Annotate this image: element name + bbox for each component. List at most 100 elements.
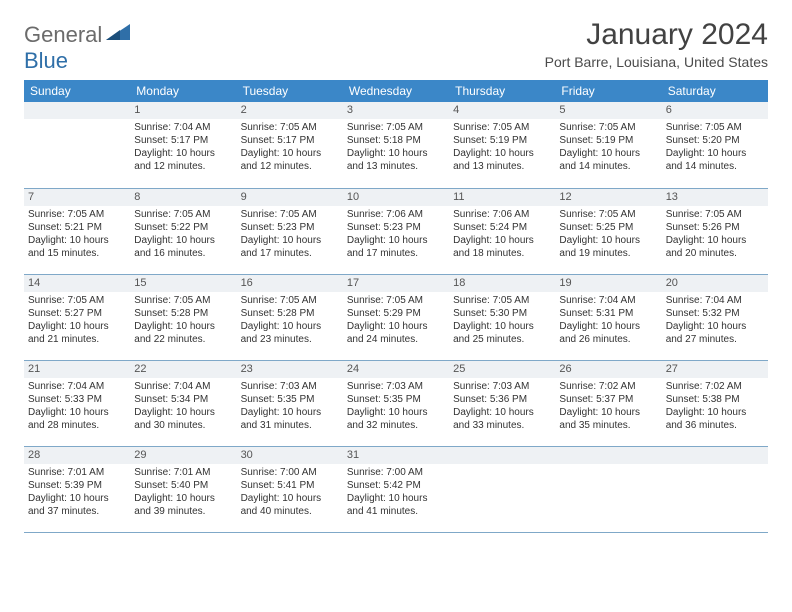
sunrise-line: Sunrise: 7:05 AM: [666, 208, 764, 221]
day-info: Sunrise: 7:04 AMSunset: 5:32 PMDaylight:…: [662, 292, 768, 346]
daylight-line: Daylight: 10 hours and 12 minutes.: [134, 147, 232, 173]
sunrise-line: Sunrise: 7:05 AM: [134, 294, 232, 307]
sunrise-line: Sunrise: 7:05 AM: [666, 121, 764, 134]
sunset-line: Sunset: 5:41 PM: [241, 479, 339, 492]
daylight-line: Daylight: 10 hours and 39 minutes.: [134, 492, 232, 518]
day-number: 28: [24, 447, 130, 464]
day-info: Sunrise: 7:05 AMSunset: 5:28 PMDaylight:…: [237, 292, 343, 346]
daylight-line: Daylight: 10 hours and 19 minutes.: [559, 234, 657, 260]
sunset-line: Sunset: 5:36 PM: [453, 393, 551, 406]
day-info: Sunrise: 7:01 AMSunset: 5:40 PMDaylight:…: [130, 464, 236, 518]
sunset-line: Sunset: 5:18 PM: [347, 134, 445, 147]
sunset-line: Sunset: 5:29 PM: [347, 307, 445, 320]
daylight-line: Daylight: 10 hours and 25 minutes.: [453, 320, 551, 346]
logo-text: General Blue: [24, 22, 102, 74]
logo-triangle-icon: [106, 22, 132, 47]
day-number: 30: [237, 447, 343, 464]
day-number: 25: [449, 361, 555, 378]
day-info: Sunrise: 7:05 AMSunset: 5:26 PMDaylight:…: [662, 206, 768, 260]
day-number: 3: [343, 102, 449, 119]
daylight-line: Daylight: 10 hours and 13 minutes.: [453, 147, 551, 173]
day-info: Sunrise: 7:05 AMSunset: 5:23 PMDaylight:…: [237, 206, 343, 260]
sunset-line: Sunset: 5:26 PM: [666, 221, 764, 234]
calendar-cell: 2Sunrise: 7:05 AMSunset: 5:17 PMDaylight…: [237, 102, 343, 188]
calendar-cell: 14Sunrise: 7:05 AMSunset: 5:27 PMDayligh…: [24, 274, 130, 360]
calendar-cell: 23Sunrise: 7:03 AMSunset: 5:35 PMDayligh…: [237, 360, 343, 446]
day-info: Sunrise: 7:03 AMSunset: 5:36 PMDaylight:…: [449, 378, 555, 432]
sunrise-line: Sunrise: 7:05 AM: [134, 208, 232, 221]
daylight-line: Daylight: 10 hours and 36 minutes.: [666, 406, 764, 432]
daylight-line: Daylight: 10 hours and 33 minutes.: [453, 406, 551, 432]
daylight-line: Daylight: 10 hours and 20 minutes.: [666, 234, 764, 260]
day-number: 24: [343, 361, 449, 378]
calendar-cell: 16Sunrise: 7:05 AMSunset: 5:28 PMDayligh…: [237, 274, 343, 360]
day-header: Saturday: [662, 80, 768, 102]
daylight-line: Daylight: 10 hours and 22 minutes.: [134, 320, 232, 346]
calendar-cell: 15Sunrise: 7:05 AMSunset: 5:28 PMDayligh…: [130, 274, 236, 360]
day-info: Sunrise: 7:00 AMSunset: 5:42 PMDaylight:…: [343, 464, 449, 518]
sunset-line: Sunset: 5:17 PM: [241, 134, 339, 147]
sunset-line: Sunset: 5:25 PM: [559, 221, 657, 234]
daylight-line: Daylight: 10 hours and 18 minutes.: [453, 234, 551, 260]
calendar-cell: 28Sunrise: 7:01 AMSunset: 5:39 PMDayligh…: [24, 446, 130, 532]
sunrise-line: Sunrise: 7:04 AM: [28, 380, 126, 393]
day-number: 29: [130, 447, 236, 464]
sunrise-line: Sunrise: 7:05 AM: [28, 294, 126, 307]
location: Port Barre, Louisiana, United States: [545, 54, 768, 70]
sunset-line: Sunset: 5:30 PM: [453, 307, 551, 320]
calendar-cell: 30Sunrise: 7:00 AMSunset: 5:41 PMDayligh…: [237, 446, 343, 532]
day-number: 5: [555, 102, 661, 119]
sunset-line: Sunset: 5:28 PM: [134, 307, 232, 320]
day-number: 14: [24, 275, 130, 292]
daylight-line: Daylight: 10 hours and 30 minutes.: [134, 406, 232, 432]
day-header: Wednesday: [343, 80, 449, 102]
daylight-line: Daylight: 10 hours and 31 minutes.: [241, 406, 339, 432]
calendar-cell: [555, 446, 661, 532]
calendar-cell: 6Sunrise: 7:05 AMSunset: 5:20 PMDaylight…: [662, 102, 768, 188]
sunset-line: Sunset: 5:21 PM: [28, 221, 126, 234]
daylight-line: Daylight: 10 hours and 40 minutes.: [241, 492, 339, 518]
day-number: 1: [130, 102, 236, 119]
sunset-line: Sunset: 5:39 PM: [28, 479, 126, 492]
day-header: Monday: [130, 80, 236, 102]
day-info: Sunrise: 7:06 AMSunset: 5:24 PMDaylight:…: [449, 206, 555, 260]
sunrise-line: Sunrise: 7:05 AM: [241, 294, 339, 307]
empty-day: [662, 447, 768, 464]
sunrise-line: Sunrise: 7:00 AM: [347, 466, 445, 479]
day-info: Sunrise: 7:03 AMSunset: 5:35 PMDaylight:…: [343, 378, 449, 432]
day-number: 26: [555, 361, 661, 378]
sunrise-line: Sunrise: 7:02 AM: [559, 380, 657, 393]
sunset-line: Sunset: 5:35 PM: [347, 393, 445, 406]
daylight-line: Daylight: 10 hours and 41 minutes.: [347, 492, 445, 518]
daylight-line: Daylight: 10 hours and 17 minutes.: [241, 234, 339, 260]
calendar-cell: 24Sunrise: 7:03 AMSunset: 5:35 PMDayligh…: [343, 360, 449, 446]
logo: General Blue: [24, 18, 132, 74]
calendar-row: 1Sunrise: 7:04 AMSunset: 5:17 PMDaylight…: [24, 102, 768, 188]
sunrise-line: Sunrise: 7:05 AM: [559, 208, 657, 221]
calendar-cell: 22Sunrise: 7:04 AMSunset: 5:34 PMDayligh…: [130, 360, 236, 446]
calendar-cell: [24, 102, 130, 188]
sunset-line: Sunset: 5:27 PM: [28, 307, 126, 320]
daylight-line: Daylight: 10 hours and 15 minutes.: [28, 234, 126, 260]
day-number: 6: [662, 102, 768, 119]
empty-day: [449, 447, 555, 464]
calendar-row: 7Sunrise: 7:05 AMSunset: 5:21 PMDaylight…: [24, 188, 768, 274]
empty-day: [24, 102, 130, 119]
day-header: Sunday: [24, 80, 130, 102]
sunrise-line: Sunrise: 7:05 AM: [453, 294, 551, 307]
calendar-cell: 12 Sunrise: 7:05 AMSunset: 5:25 PMDayligh…: [555, 188, 661, 274]
sunset-line: Sunset: 5:19 PM: [559, 134, 657, 147]
day-number: 19: [555, 275, 661, 292]
sunset-line: Sunset: 5:23 PM: [241, 221, 339, 234]
daylight-line: Daylight: 10 hours and 35 minutes.: [559, 406, 657, 432]
day-number: 12: [555, 189, 661, 206]
calendar-cell: [662, 446, 768, 532]
day-info: Sunrise: 7:06 AMSunset: 5:23 PMDaylight:…: [343, 206, 449, 260]
day-info: Sunrise: 7:01 AMSunset: 5:39 PMDaylight:…: [24, 464, 130, 518]
daylight-line: Daylight: 10 hours and 23 minutes.: [241, 320, 339, 346]
sunrise-line: Sunrise: 7:05 AM: [559, 121, 657, 134]
calendar-row: 28Sunrise: 7:01 AMSunset: 5:39 PMDayligh…: [24, 446, 768, 532]
day-header: Tuesday: [237, 80, 343, 102]
calendar-cell: 20Sunrise: 7:04 AMSunset: 5:32 PMDayligh…: [662, 274, 768, 360]
daylight-line: Daylight: 10 hours and 28 minutes.: [28, 406, 126, 432]
